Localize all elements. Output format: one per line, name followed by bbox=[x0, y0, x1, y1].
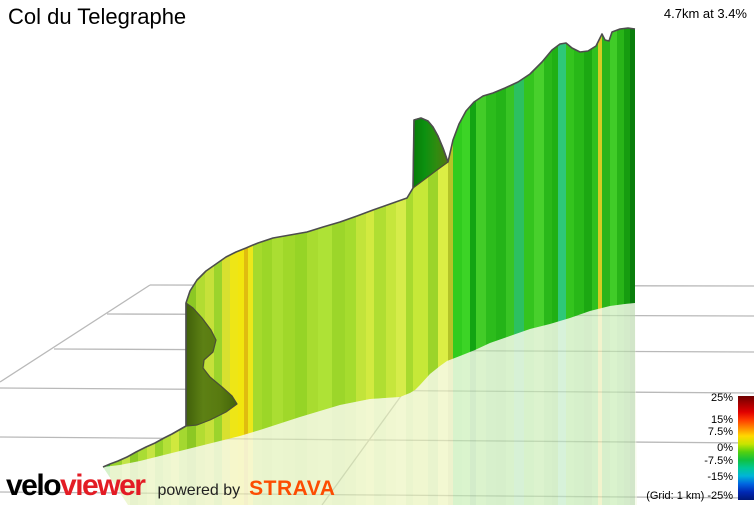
legend-grid-note: (Grid: 1 km) -25% bbox=[646, 490, 733, 502]
legend-label-neg15: -15% bbox=[707, 471, 733, 483]
shaded-ribbon-walls bbox=[185, 117, 449, 427]
footer-branding: velo viewer powered by STRAVA bbox=[6, 469, 335, 503]
strava-logo[interactable]: STRAVA bbox=[249, 477, 336, 500]
veloviewer-logo-viewer[interactable]: viewer bbox=[60, 469, 146, 502]
legend-label-neg7-5: -7.5% bbox=[704, 455, 733, 467]
powered-by-text: powered by bbox=[157, 482, 241, 499]
profile-top-outline bbox=[102, 27, 636, 468]
segment-title: Col du Telegraphe bbox=[8, 4, 187, 29]
legend-label-15: 15% bbox=[710, 414, 733, 426]
legend-label-0: 0% bbox=[717, 442, 733, 454]
legend-label-7-5: 7.5% bbox=[707, 426, 733, 438]
veloviewer-logo-velo[interactable]: velo bbox=[6, 469, 62, 502]
gradient-colorbar bbox=[738, 396, 754, 500]
legend-label-25: 25% bbox=[710, 392, 733, 404]
segment-stats: 4.7km at 3.4% bbox=[663, 6, 747, 21]
